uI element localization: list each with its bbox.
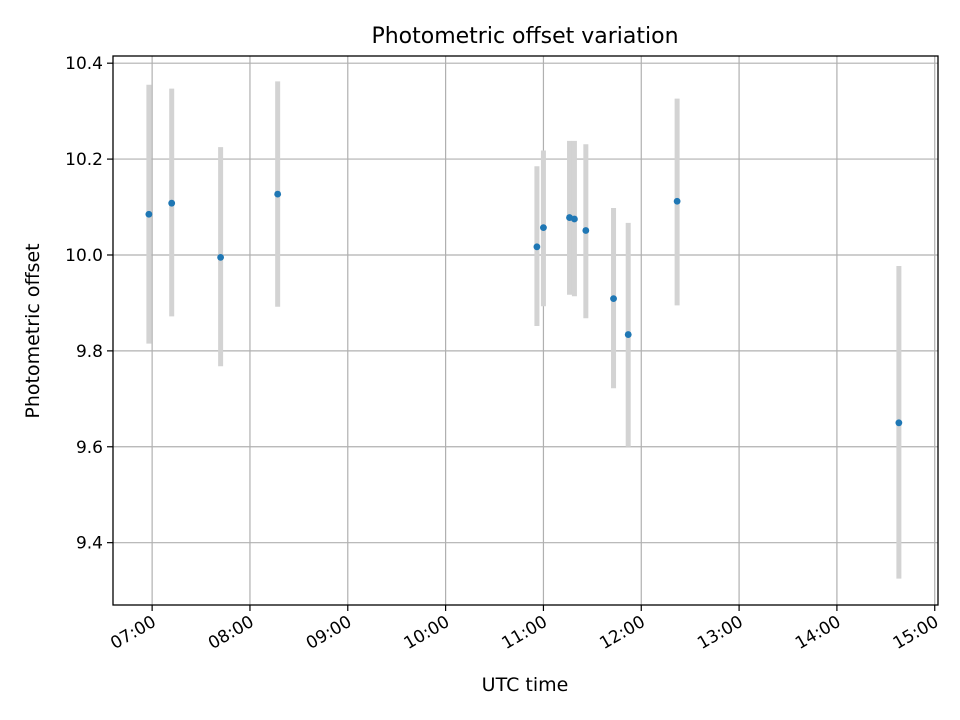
y-axis-label: Photometric offset (22, 243, 44, 418)
data-point (145, 210, 153, 218)
y-tick-label: 10.0 (65, 246, 103, 266)
y-tick-label: 9.4 (76, 534, 103, 554)
chart-title: Photometric offset variation (371, 24, 678, 49)
grid-lines (113, 56, 938, 605)
plot-frame (112, 55, 939, 606)
data-point (533, 243, 541, 251)
data-point (673, 197, 681, 205)
y-tick-label: 10.2 (65, 150, 103, 170)
data-points (145, 190, 903, 427)
data-point (571, 215, 578, 223)
y-tick-label: 9.8 (76, 342, 103, 362)
y-tick-label: 9.6 (76, 438, 103, 458)
data-point (540, 224, 547, 232)
data-point (610, 295, 617, 303)
y-tick-label: 10.4 (65, 54, 103, 74)
data-point (274, 190, 282, 198)
data-point (895, 419, 903, 427)
data-point (624, 331, 632, 338)
data-point (168, 199, 176, 207)
data-point (582, 227, 590, 234)
x-axis-label: UTC time (482, 674, 569, 696)
data-point (217, 253, 225, 261)
